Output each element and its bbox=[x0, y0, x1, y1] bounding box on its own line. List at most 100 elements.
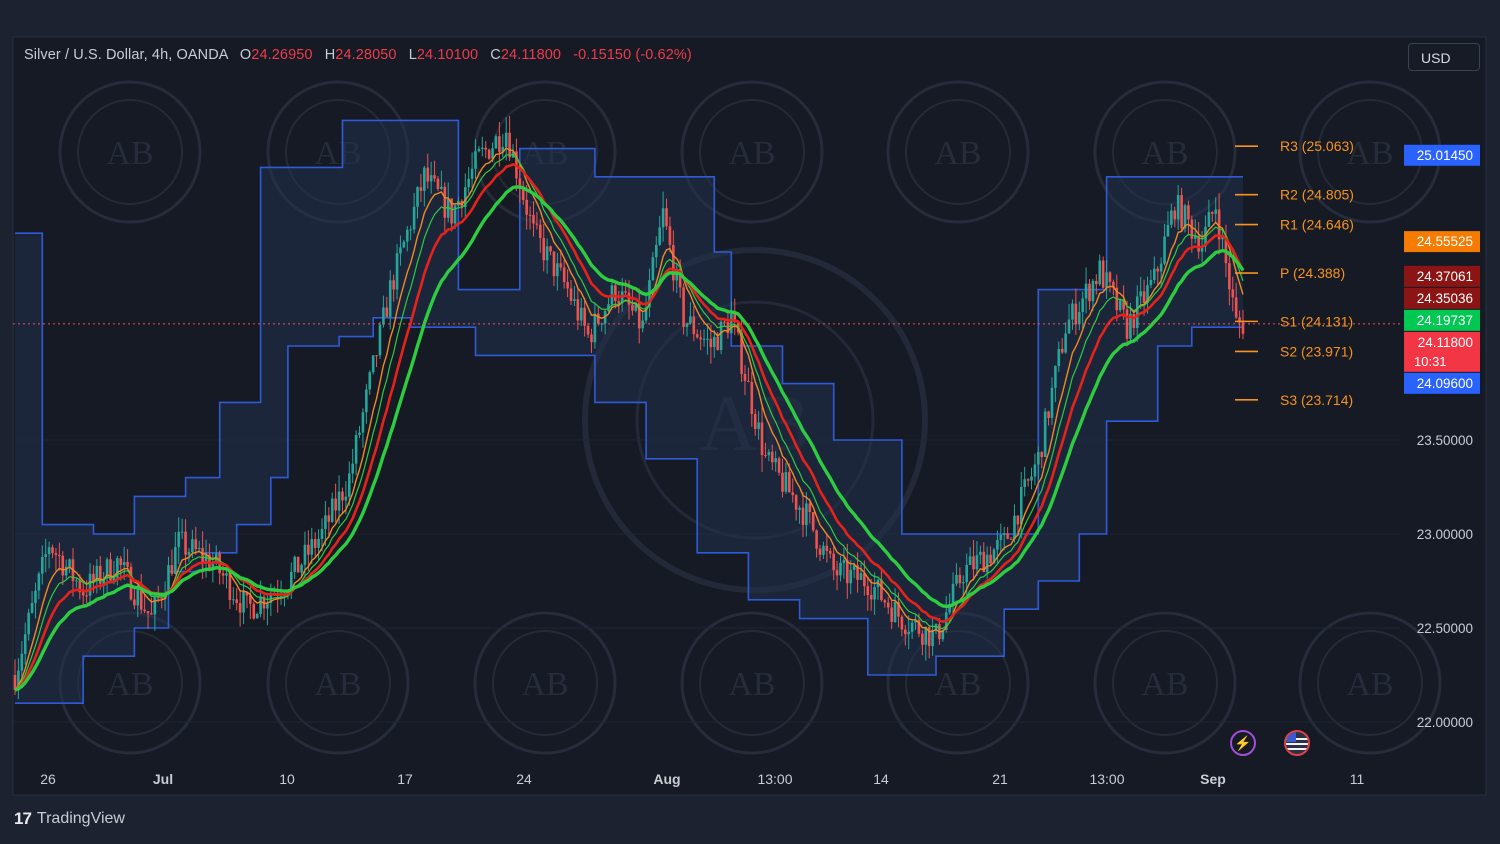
candle-body bbox=[126, 561, 129, 567]
watermark-ring bbox=[266, 611, 410, 755]
price-tag-label: 24.37061 bbox=[1417, 269, 1473, 284]
candle-body bbox=[1019, 487, 1023, 525]
candle-body bbox=[255, 613, 259, 619]
candle-body bbox=[576, 299, 580, 321]
low-label: L bbox=[408, 47, 417, 63]
channel-upper-line bbox=[15, 119, 1243, 535]
candle-body bbox=[982, 551, 986, 573]
candle-body bbox=[1132, 313, 1136, 328]
candle-body bbox=[1064, 333, 1067, 353]
candle-body bbox=[143, 609, 146, 612]
watermark-text: AB bbox=[1141, 666, 1188, 703]
x-axis: 26 Jul 10 17 24 Aug 13:00 14 21 13:00 Sep 11 bbox=[40, 771, 1364, 787]
candle-body bbox=[880, 579, 883, 601]
candle-body bbox=[307, 544, 310, 555]
candle-body bbox=[1091, 280, 1095, 302]
candle-body bbox=[1074, 303, 1078, 325]
candle-body bbox=[388, 280, 392, 317]
candle-body bbox=[924, 627, 928, 645]
candle-body bbox=[378, 324, 382, 356]
watermark-ring-inner bbox=[77, 99, 183, 205]
candle-body bbox=[583, 307, 586, 326]
candle-body bbox=[235, 599, 239, 604]
candle-body bbox=[961, 582, 965, 584]
candle-body bbox=[1037, 451, 1040, 465]
candle-body bbox=[1060, 348, 1064, 353]
candle-body bbox=[361, 412, 365, 433]
x-tick-label: 13:00 bbox=[757, 771, 792, 787]
x-tick-label: 17 bbox=[397, 771, 413, 787]
candle-body bbox=[668, 226, 672, 245]
candle-body bbox=[747, 380, 750, 383]
pivot-label-s3: S3 (23.714) bbox=[1280, 392, 1353, 408]
candle-body bbox=[1163, 236, 1166, 264]
candle-body bbox=[951, 583, 955, 605]
price-tag-label: 24.19737 bbox=[1417, 313, 1473, 328]
candle-body bbox=[1228, 263, 1231, 290]
candle-body bbox=[1173, 210, 1177, 220]
close-label: C bbox=[490, 47, 501, 63]
candle-body bbox=[1088, 283, 1091, 302]
candle-body bbox=[446, 198, 450, 218]
symbol-title[interactable]: Silver / U.S. Dollar, 4h, OANDA bbox=[24, 47, 228, 63]
candle-body bbox=[781, 472, 784, 492]
candle-body bbox=[313, 539, 317, 548]
candle-body bbox=[1118, 299, 1122, 311]
candle-body bbox=[1146, 285, 1149, 303]
candle-body bbox=[139, 588, 143, 610]
candle-body bbox=[723, 321, 726, 323]
candle-body bbox=[846, 560, 849, 584]
candle-body bbox=[753, 413, 757, 429]
candle-body bbox=[948, 604, 951, 613]
candle-body bbox=[1234, 297, 1238, 318]
candle-body bbox=[368, 372, 372, 390]
price-tag bbox=[1404, 265, 1480, 287]
candle-body bbox=[893, 602, 897, 622]
candle-body bbox=[719, 321, 723, 351]
candle-body bbox=[426, 167, 430, 182]
candle-body bbox=[467, 178, 470, 188]
price-tag bbox=[1404, 287, 1480, 309]
candle-body bbox=[1030, 476, 1033, 481]
channel-lower-line bbox=[15, 317, 1243, 704]
candle-body bbox=[27, 612, 30, 635]
candle-body bbox=[54, 553, 58, 555]
candle-body bbox=[1207, 212, 1211, 227]
candle-body bbox=[549, 246, 552, 252]
candle-body bbox=[1176, 195, 1180, 220]
candle-body bbox=[525, 199, 528, 215]
candle-body bbox=[320, 529, 324, 539]
tradingview-name: TradingView bbox=[36, 810, 125, 827]
candle-body bbox=[539, 224, 542, 239]
candle-body bbox=[624, 291, 627, 293]
candle-body bbox=[187, 552, 191, 555]
candle-body bbox=[1122, 299, 1125, 310]
lightning-event-icon[interactable]: ⚡ bbox=[1230, 730, 1256, 756]
candle-body bbox=[1108, 272, 1112, 282]
us-flag-event-icon[interactable] bbox=[1284, 730, 1310, 756]
candle-body bbox=[423, 167, 426, 191]
candle-body bbox=[1105, 272, 1108, 288]
candle-body bbox=[204, 554, 208, 563]
candle-body bbox=[931, 630, 934, 647]
candle-body bbox=[859, 573, 863, 580]
candle-body bbox=[249, 595, 252, 604]
candle-body bbox=[122, 561, 126, 566]
candle-body bbox=[788, 472, 791, 493]
candle-body bbox=[242, 592, 245, 613]
tradingview-branding[interactable]: 17 TradingView bbox=[14, 809, 125, 829]
candle-body bbox=[385, 307, 389, 317]
candle-body bbox=[150, 613, 153, 615]
high-value: 24.28050 bbox=[335, 47, 397, 63]
candle-body bbox=[651, 257, 655, 281]
candle-body bbox=[627, 292, 631, 305]
candle-body bbox=[1190, 219, 1194, 239]
candle-body bbox=[109, 559, 112, 581]
candle-body bbox=[194, 539, 198, 550]
candle-body bbox=[985, 554, 989, 573]
currency-button[interactable]: USD bbox=[1408, 43, 1480, 71]
candle-body bbox=[709, 338, 713, 348]
x-tick-label: 21 bbox=[992, 771, 1008, 787]
ma-green-thin-line bbox=[14, 154, 1244, 691]
